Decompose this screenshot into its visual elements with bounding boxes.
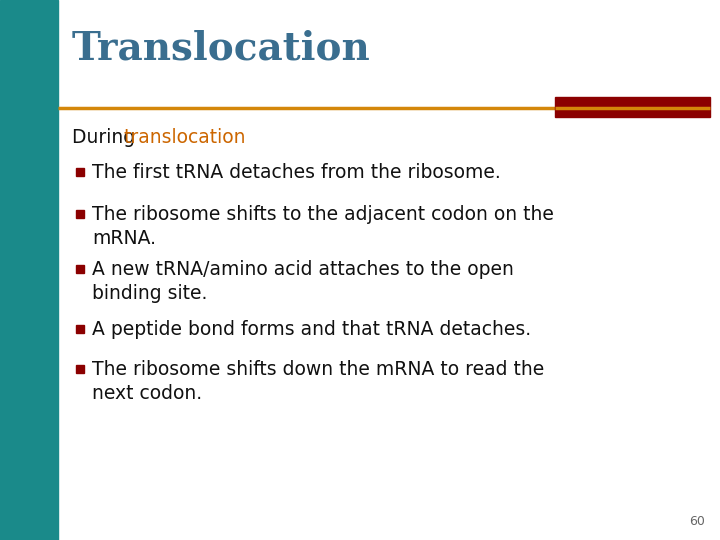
Text: translocation: translocation <box>124 128 246 147</box>
Text: The ribosome shifts to the adjacent codon on the
mRNA.: The ribosome shifts to the adjacent codo… <box>92 205 554 248</box>
Bar <box>76 365 84 373</box>
Text: Translocation: Translocation <box>72 30 371 68</box>
Bar <box>76 265 84 273</box>
Bar <box>0 0 58 540</box>
Text: A new tRNA/amino acid attaches to the open
binding site.: A new tRNA/amino acid attaches to the op… <box>92 260 514 303</box>
Bar <box>555 97 710 117</box>
Bar <box>76 325 84 333</box>
Text: The first tRNA detaches from the ribosome.: The first tRNA detaches from the ribosom… <box>92 163 500 182</box>
Text: The ribosome shifts down the mRNA to read the
next codon.: The ribosome shifts down the mRNA to rea… <box>92 360 544 403</box>
Bar <box>76 210 84 218</box>
Text: 60: 60 <box>689 515 705 528</box>
Bar <box>76 168 84 176</box>
Text: During: During <box>72 128 141 147</box>
Text: A peptide bond forms and that tRNA detaches.: A peptide bond forms and that tRNA detac… <box>92 320 531 339</box>
